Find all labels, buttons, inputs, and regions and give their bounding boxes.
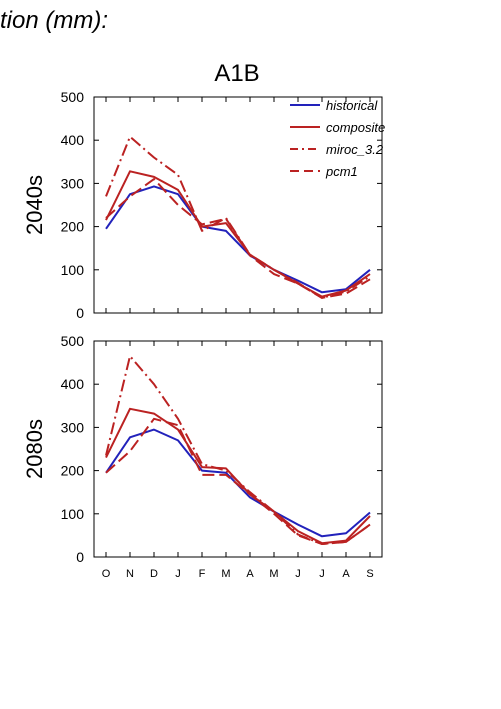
y-tick-label: 100 xyxy=(61,506,85,522)
y-tick-label: 300 xyxy=(61,419,85,435)
series-line-historical xyxy=(105,185,371,294)
y-tick-label: 0 xyxy=(76,549,84,565)
x-tick-label: D xyxy=(150,568,158,580)
x-tick-label: M xyxy=(269,568,278,580)
x-tick-label: O xyxy=(102,568,111,580)
legend-label: historical xyxy=(326,98,378,113)
y-tick-label: 400 xyxy=(61,376,85,392)
series-line-pcm1 xyxy=(105,178,371,299)
x-tick-label: J xyxy=(319,568,325,580)
legend-label: composite xyxy=(326,120,385,135)
series-line-pcm1 xyxy=(105,417,371,545)
legend-label: miroc_3.2 xyxy=(326,142,384,157)
plot-frame xyxy=(93,340,383,558)
panel-label-2040s: 2040s xyxy=(22,175,47,235)
x-tick-label: N xyxy=(126,568,134,580)
y-tick-label: 300 xyxy=(61,175,85,191)
series-line-miroc-3-2 xyxy=(105,355,371,545)
x-tick-label: A xyxy=(246,568,254,580)
panel-2080s: 0 100 200 300 400 500 2080s O N D J F M A M J J A S xyxy=(22,333,383,580)
scenario-title: A1B xyxy=(214,60,259,87)
x-tick-label: F xyxy=(199,568,206,580)
y-tick-label: 400 xyxy=(61,132,85,148)
page-header-text: tion (mm): xyxy=(0,7,108,34)
x-tick-label: A xyxy=(342,568,350,580)
x-tick-label: J xyxy=(175,568,181,580)
y-tick-label: 500 xyxy=(61,89,85,105)
x-tick-label: J xyxy=(295,568,301,580)
y-tick-label: 0 xyxy=(76,305,84,321)
y-tick-label: 100 xyxy=(61,262,85,278)
x-tick-label: M xyxy=(221,568,230,580)
y-tick-label: 500 xyxy=(61,333,85,349)
series-line-historical xyxy=(105,428,371,538)
plot-frame xyxy=(93,96,383,314)
y-tick-label: 200 xyxy=(61,463,85,479)
x-tick-label: S xyxy=(366,568,373,580)
panel-label-2080s: 2080s xyxy=(22,419,47,479)
panel-2040s: 0 100 200 300 400 500 2040s historical composi… xyxy=(22,89,385,321)
series-line-miroc-3-2 xyxy=(105,135,371,299)
legend: historical composite miroc_3.2 pcm1 xyxy=(290,98,385,179)
legend-label: pcm1 xyxy=(325,164,358,179)
y-tick-label: 200 xyxy=(61,219,85,235)
